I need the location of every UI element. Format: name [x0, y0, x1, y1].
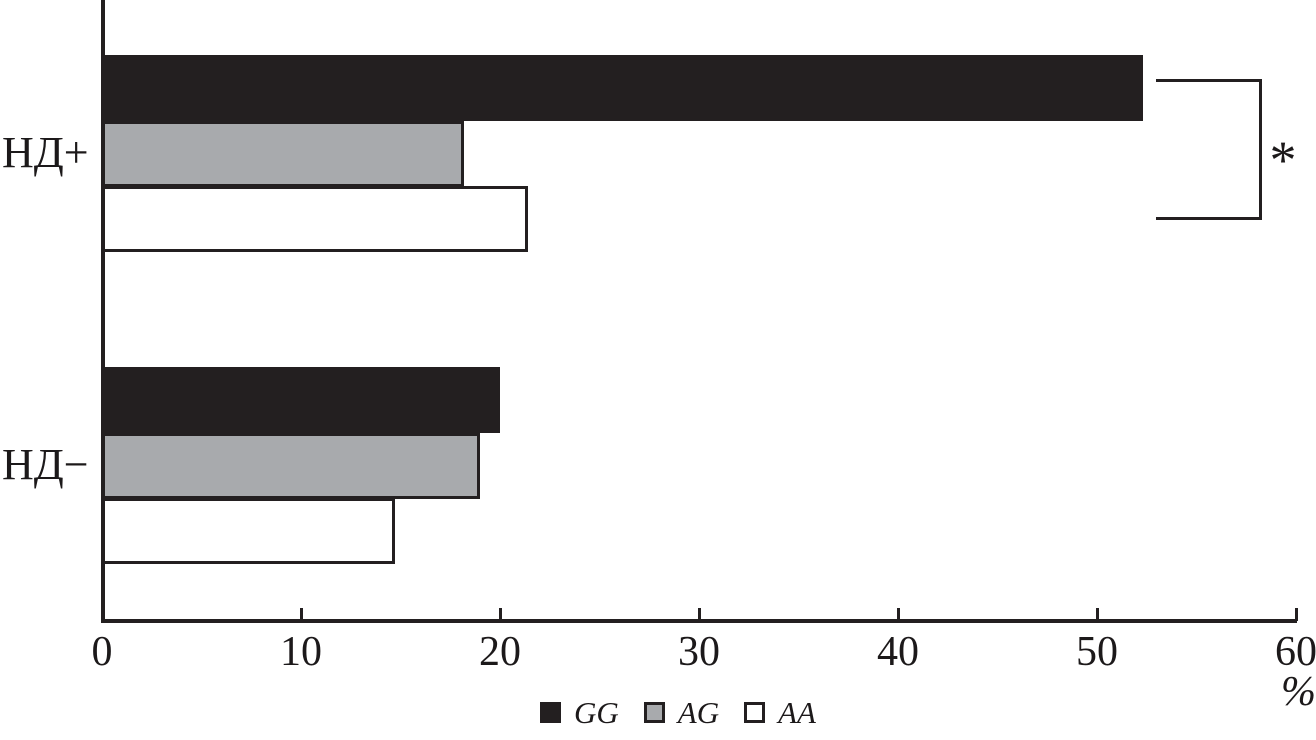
x-axis-tick-label-50: 50 [1076, 629, 1118, 675]
bar-nd-minus-gg [102, 367, 500, 433]
significance-bracket [1156, 79, 1262, 220]
legend-swatch-ag [643, 701, 665, 723]
legend: GG AG AA [540, 694, 816, 730]
bar-nd-plus-aa [102, 186, 528, 252]
category-label-nd-minus: НД− [2, 440, 89, 489]
x-axis-tick-label-0: 0 [91, 629, 113, 675]
legend-label-gg: GG [574, 694, 619, 730]
category-label-nd-plus: НД+ [2, 128, 89, 177]
legend-item-gg: GG [540, 697, 619, 728]
x-axis-tick-50 [1095, 608, 1099, 621]
x-axis-tick-label-20: 20 [479, 629, 521, 675]
y-axis-line [101, 0, 105, 622]
x-axis-unit-label: % [1281, 669, 1316, 715]
bar-nd-minus-ag [102, 433, 480, 499]
x-axis-tick-10 [299, 608, 303, 621]
x-axis-line [101, 619, 1297, 623]
x-axis-tick-60 [1294, 608, 1298, 621]
legend-item-aa: AA [744, 697, 816, 728]
x-axis-tick-30 [697, 608, 701, 621]
significance-asterisk: * [1269, 130, 1297, 190]
legend-swatch-aa [744, 701, 766, 723]
legend-label-aa: AA [778, 694, 816, 730]
bar-nd-plus-gg [102, 55, 1143, 121]
x-axis-tick-label-30: 30 [678, 629, 720, 675]
bar-nd-minus-aa [102, 498, 395, 564]
x-axis-tick-label-10: 10 [280, 629, 322, 675]
legend-item-ag: AG [643, 694, 720, 730]
x-axis-tick-label-60: 60 [1275, 629, 1316, 675]
legend-label-ag: AG [677, 694, 720, 730]
x-axis-tick-20 [498, 608, 502, 621]
bar-nd-plus-ag [102, 121, 464, 187]
x-axis-tick-40 [896, 608, 900, 621]
x-axis-tick-label-40: 40 [877, 629, 919, 675]
legend-swatch-gg [540, 701, 561, 723]
